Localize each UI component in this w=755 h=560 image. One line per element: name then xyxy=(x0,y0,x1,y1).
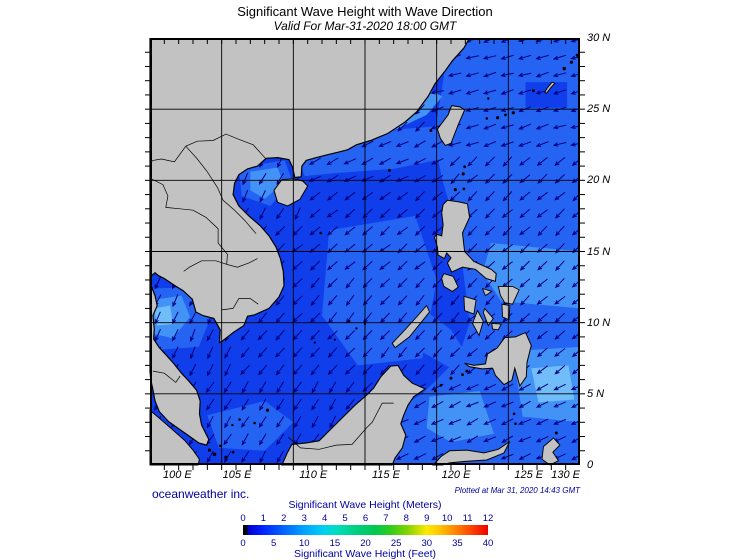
land-mindoro xyxy=(441,273,459,292)
island-dot xyxy=(485,117,489,120)
island-dot xyxy=(496,116,500,120)
island-dot xyxy=(511,111,515,115)
land-taiwan xyxy=(436,105,466,147)
colorbar-meters-tick: 8 xyxy=(403,513,409,524)
y-axis-label: 15 N xyxy=(587,245,611,258)
island-dot xyxy=(512,412,516,416)
island-dot xyxy=(212,452,217,457)
island-dot xyxy=(463,165,466,169)
colorbar-meters-tick: 7 xyxy=(383,513,389,524)
colorbar-meters-tick: 11 xyxy=(462,513,473,524)
island-dot xyxy=(429,129,433,132)
island-dot xyxy=(319,231,322,235)
land-borneo xyxy=(281,364,427,466)
island-dot xyxy=(562,66,566,71)
land-panay xyxy=(463,295,477,315)
island-dot xyxy=(355,327,358,330)
country-border xyxy=(185,145,257,234)
colorbar-title-feet: Significant Wave Height (Feet) xyxy=(293,548,436,560)
sea-shade-patch xyxy=(297,126,443,177)
island-dot xyxy=(313,341,316,344)
colorbar-meters-tick: 10 xyxy=(441,513,453,524)
land-okinawa xyxy=(544,81,556,95)
wave-height-map xyxy=(145,38,585,470)
colorbar-meters-tick: 0 xyxy=(240,513,246,524)
island-dot xyxy=(238,418,241,421)
island-dot xyxy=(569,60,573,64)
island-dot xyxy=(465,369,469,373)
colorbar-gradient xyxy=(243,525,488,535)
colorbar-meters-tick: 2 xyxy=(281,513,287,524)
island-dot xyxy=(531,89,535,93)
island-dot xyxy=(265,408,270,412)
island-dot xyxy=(333,338,336,341)
island-dot xyxy=(433,389,437,393)
sea-shade-patch xyxy=(525,82,568,108)
sea-shade-patch xyxy=(400,308,480,376)
island-dot xyxy=(231,450,235,454)
y-axis-label: 25 N xyxy=(587,103,611,116)
land-cebu xyxy=(482,307,494,327)
y-axis-label: 5 N xyxy=(587,387,605,400)
land-leyte xyxy=(501,303,511,321)
island-dot xyxy=(387,168,391,172)
sea-shade-patch xyxy=(154,305,173,326)
land-masbate xyxy=(481,287,493,297)
colorbar-meters-tick: 6 xyxy=(362,513,369,524)
land-luzon xyxy=(433,199,497,283)
island-dot xyxy=(449,376,453,380)
island-dot xyxy=(218,444,222,448)
valid-time-subtitle: Valid For Mar-31-2020 18:00 GMT xyxy=(273,19,457,33)
y-axis-label: 0 xyxy=(587,459,594,471)
credit-text: oceanweather inc. xyxy=(152,487,250,501)
axis-ticks xyxy=(145,39,585,470)
colorbar-meters-tick: 9 xyxy=(424,513,430,524)
plotted-timestamp: Plotted at Mar 31, 2020 14:43 GMT xyxy=(454,486,580,495)
land-hainan xyxy=(273,178,309,207)
sea-shade-patch xyxy=(250,167,284,199)
country-border xyxy=(152,370,181,383)
colorbar-meters-tick: 4 xyxy=(322,513,328,524)
sea-shade-patch xyxy=(426,391,494,443)
land-halmahera xyxy=(541,437,561,466)
colorbar-meters-tick: 5 xyxy=(342,513,348,524)
land-palawan xyxy=(391,304,431,349)
island-dot xyxy=(461,172,465,176)
country-border xyxy=(183,260,227,272)
map-frame xyxy=(150,38,580,465)
island-dot xyxy=(224,455,228,459)
land-bohol xyxy=(491,322,502,331)
island-dot xyxy=(439,383,443,387)
island-dot xyxy=(462,187,466,191)
island-dot xyxy=(487,97,490,100)
colorbar-meters-tick: 12 xyxy=(482,513,494,524)
colorbar-meters-tick: 1 xyxy=(260,513,267,524)
y-axis-label: 10 N xyxy=(587,316,611,329)
island-dot xyxy=(348,320,351,323)
country-border xyxy=(151,178,258,268)
island-dot xyxy=(504,113,507,117)
colorbar-title-meters: Significant Wave Height (Meters) xyxy=(288,499,442,511)
country-border xyxy=(221,298,259,311)
country-border xyxy=(288,402,394,450)
y-axis-label: 20 N xyxy=(587,174,611,187)
colorbar-meters-tick: 3 xyxy=(301,513,307,524)
island-dot xyxy=(461,373,464,376)
land-sulawesi xyxy=(431,441,511,466)
y-axis-label: 30 N xyxy=(587,32,611,44)
island-dot xyxy=(453,188,457,192)
land-mindanao xyxy=(464,331,532,388)
island-dot xyxy=(575,53,579,57)
island-dot xyxy=(554,431,558,435)
country-border xyxy=(149,133,266,164)
island-dot xyxy=(231,423,234,427)
sea-shade-patch xyxy=(531,365,575,403)
island-dot xyxy=(253,421,256,425)
island-dot xyxy=(207,448,212,452)
page-title: Significant Wave Height with Wave Direct… xyxy=(237,4,493,19)
graticule xyxy=(150,38,580,465)
island-dot xyxy=(514,422,517,426)
